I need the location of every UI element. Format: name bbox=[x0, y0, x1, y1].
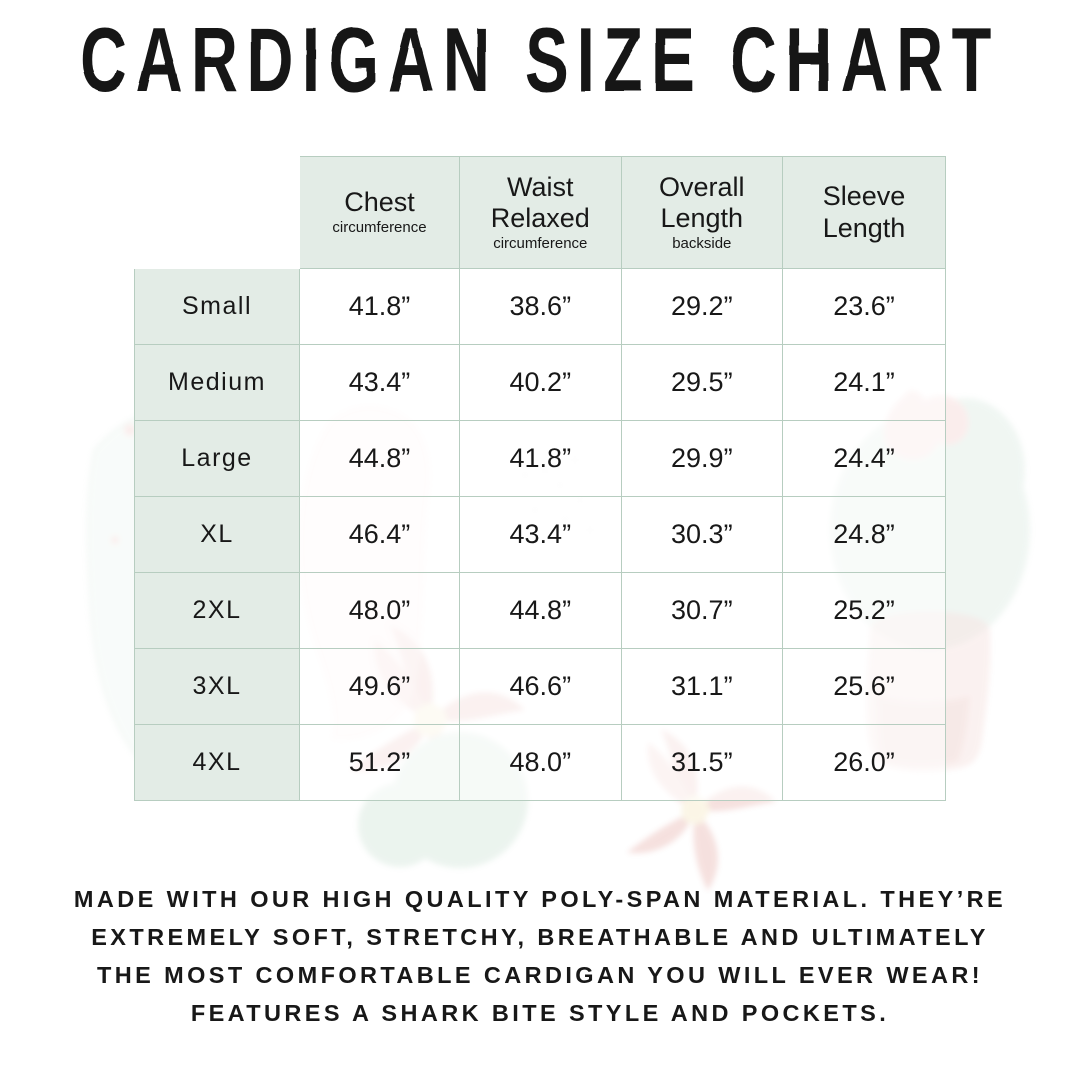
svg-text:CARDIGAN SIZE CHART: CARDIGAN SIZE CHART bbox=[80, 8, 1000, 110]
